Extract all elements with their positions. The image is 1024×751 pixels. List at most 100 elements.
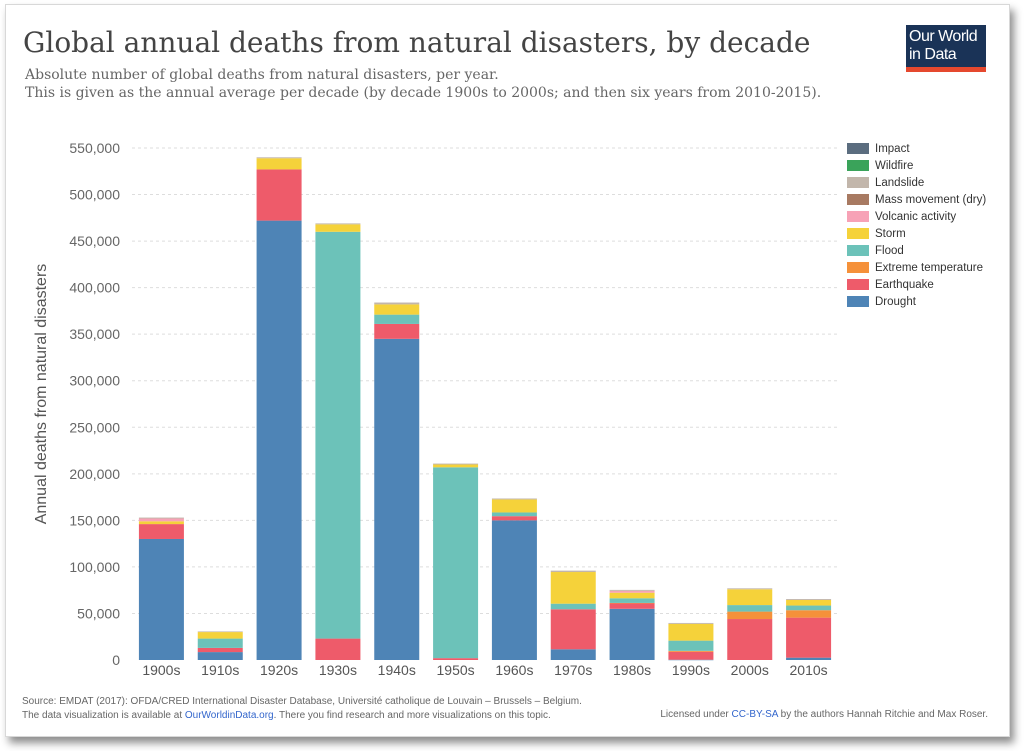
chart-subtitle: Absolute number of global deaths from na… xyxy=(25,66,821,102)
bar-segment xyxy=(550,603,596,610)
x-tick-label: 1940s xyxy=(378,662,416,678)
legend-item[interactable]: Volcanic activity xyxy=(847,208,986,225)
bar-segment xyxy=(550,570,596,573)
x-tick-label: 1980s xyxy=(613,662,651,678)
legend-swatch xyxy=(847,228,869,239)
bar-segment xyxy=(609,592,655,599)
legend-swatch xyxy=(847,279,869,290)
bar-segment xyxy=(609,598,655,603)
bar-segment xyxy=(197,638,243,648)
chart-legend: Impact Wildfire Landslide Mass movement (dr… xyxy=(847,140,986,310)
bar-segment xyxy=(727,589,773,606)
chart-title: Global annual deaths from natural disast… xyxy=(23,26,811,59)
bar-segment xyxy=(491,516,537,521)
license-prefix: Licensed under xyxy=(660,709,732,720)
bar-segment xyxy=(138,524,184,539)
legend-swatch xyxy=(847,296,869,307)
legend-label: Landslide xyxy=(875,176,925,189)
bar-segment xyxy=(609,608,655,660)
bar-segment xyxy=(609,590,655,593)
availability-prefix: The data visualization is available at xyxy=(22,710,185,721)
y-tick-label: 150,000 xyxy=(69,512,120,528)
y-tick-label: 100,000 xyxy=(69,559,120,575)
bar-segment xyxy=(256,158,302,170)
legend-item[interactable]: Landslide xyxy=(847,174,986,191)
legend-item[interactable]: Drought xyxy=(847,293,986,310)
bar-segment xyxy=(256,169,302,221)
legend-label: Impact xyxy=(875,142,910,155)
footer-license: Licensed under CC-BY-SA by the authors H… xyxy=(660,709,988,720)
legend-item[interactable]: Flood xyxy=(847,242,986,259)
x-tick-label: 1900s xyxy=(142,662,180,678)
legend-swatch xyxy=(847,245,869,256)
legend-label: Wildfire xyxy=(875,159,914,172)
bar-segment xyxy=(374,314,420,324)
bar-segment xyxy=(786,599,832,600)
legend-item[interactable]: Extreme temperature xyxy=(847,259,986,276)
legend-label: Earthquake xyxy=(875,278,934,291)
bar-segment xyxy=(609,603,655,609)
y-tick-label: 550,000 xyxy=(69,140,120,156)
bar-segment xyxy=(668,659,714,661)
y-axis-label: Annual deaths from natural disasters xyxy=(33,264,50,525)
x-tick-label: 1990s xyxy=(672,662,710,678)
y-tick-label: 500,000 xyxy=(69,187,120,203)
legend-item[interactable]: Earthquake xyxy=(847,276,986,293)
y-tick-label: 300,000 xyxy=(69,373,120,389)
subtitle-line-1: Absolute number of global deaths from na… xyxy=(25,67,499,83)
bar-segment xyxy=(315,638,361,660)
bar-segment xyxy=(609,589,655,591)
x-tick-label: 1910s xyxy=(201,662,239,678)
legend-label: Volcanic activity xyxy=(875,210,957,223)
legend-swatch xyxy=(847,262,869,273)
owid-logo[interactable]: Our World in Data xyxy=(906,25,986,72)
x-tick-label: 1970s xyxy=(554,662,592,678)
legend-item[interactable]: Mass movement (dry) xyxy=(847,191,986,208)
x-tick-label: 2000s xyxy=(731,662,769,678)
bar-segment xyxy=(786,657,832,660)
logo-line-2: in Data xyxy=(909,46,957,63)
legend-swatch xyxy=(847,177,869,188)
owid-link[interactable]: OurWorldinData.org xyxy=(184,710,274,721)
bar-segment xyxy=(786,610,832,618)
legend-swatch xyxy=(847,160,869,171)
bar-segment xyxy=(433,463,479,465)
bar-segment xyxy=(374,323,420,339)
x-tick-label: 1960s xyxy=(495,662,533,678)
bar-segment xyxy=(256,157,302,159)
legend-item[interactable]: Impact xyxy=(847,140,986,157)
bar-segment xyxy=(138,521,184,525)
bar-segment xyxy=(433,658,479,660)
availability-text: The data visualization is available at O… xyxy=(22,709,582,723)
legend-label: Mass movement (dry) xyxy=(875,193,987,206)
bar-segment xyxy=(138,518,184,522)
legend-label: Extreme temperature xyxy=(875,261,984,274)
availability-suffix: . There you find research and more visua… xyxy=(273,710,551,721)
legend-swatch xyxy=(847,211,869,222)
legend-swatch xyxy=(847,143,869,154)
bar-segment xyxy=(727,611,773,620)
bar-segment xyxy=(491,499,537,513)
logo-line-1: Our World xyxy=(909,28,978,45)
bar-segment xyxy=(727,605,773,612)
bar-segment xyxy=(433,467,479,659)
legend-label: Drought xyxy=(875,295,916,308)
bar-segment xyxy=(786,605,832,611)
legend-item[interactable]: Wildfire xyxy=(847,157,986,174)
y-tick-label: 200,000 xyxy=(69,466,120,482)
subtitle-line-2: This is given as the annual average per … xyxy=(25,85,822,101)
bar-segment xyxy=(491,498,537,500)
x-tick-label: 1920s xyxy=(260,662,298,678)
y-tick-label: 450,000 xyxy=(69,233,120,249)
bar-segment xyxy=(374,338,420,660)
bar-segment xyxy=(197,631,243,633)
bar-segment xyxy=(668,622,714,624)
x-tick-label: 1950s xyxy=(437,662,475,678)
license-link[interactable]: CC-BY-SA xyxy=(731,709,778,720)
legend-label: Flood xyxy=(875,244,904,257)
bar-segment xyxy=(491,520,537,660)
bar-segment xyxy=(727,588,773,590)
bar-segment xyxy=(550,649,596,660)
legend-item[interactable]: Storm xyxy=(847,225,986,242)
